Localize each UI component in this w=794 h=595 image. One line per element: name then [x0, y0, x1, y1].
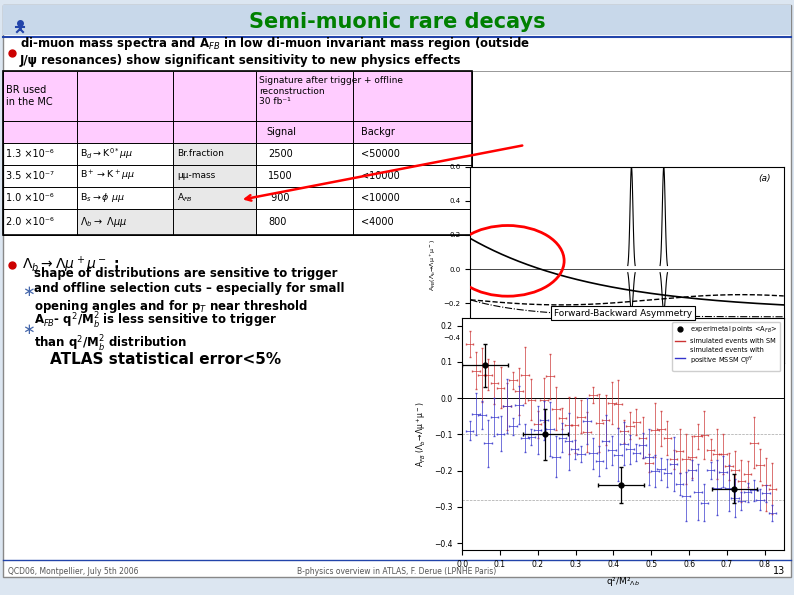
- Bar: [173, 143, 256, 209]
- X-axis label: q²/M²$_{Λb}$: q²/M²$_{Λb}$: [606, 575, 640, 588]
- Text: Semi-muonic rare decays: Semi-muonic rare decays: [249, 12, 545, 32]
- Text: Signature after trigger + offline
reconstruction
30 fb⁻¹: Signature after trigger + offline recons…: [259, 76, 403, 106]
- Text: 2500: 2500: [268, 149, 293, 159]
- Bar: [3, 5, 791, 35]
- Text: Backgr: Backgr: [361, 127, 395, 137]
- Text: di-muon mass spectra and A$_{FB}$ in low di-muon invariant mass region (outside
: di-muon mass spectra and A$_{FB}$ in low…: [20, 35, 530, 67]
- Text: $\Lambda_b\rightarrow\Lambda\mu^+\mu^-$ :: $\Lambda_b\rightarrow\Lambda\mu^+\mu^-$ …: [22, 255, 119, 275]
- Text: shape of distributions are sensitive to trigger
and offline selection cuts – esp: shape of distributions are sensitive to …: [34, 267, 345, 315]
- Text: 1.3 ×10⁻⁶: 1.3 ×10⁻⁶: [6, 149, 54, 159]
- Text: <10000: <10000: [361, 171, 399, 181]
- Text: 13: 13: [773, 566, 785, 576]
- Text: <50000: <50000: [361, 149, 400, 159]
- Text: B$_s$$\rightarrow$$\phi$ $\mu\mu$: B$_s$$\rightarrow$$\phi$ $\mu\mu$: [80, 192, 125, 205]
- Text: 3.5 ×10⁻⁷: 3.5 ×10⁻⁷: [6, 171, 54, 181]
- Text: 1.0 ×10⁻⁶: 1.0 ×10⁻⁶: [6, 193, 54, 203]
- Text: ATLAS statistical error<5%: ATLAS statistical error<5%: [50, 352, 281, 368]
- X-axis label: q²/M²$_{Λb}$: q²/M²$_{Λb}$: [612, 384, 642, 397]
- Text: ∗: ∗: [22, 284, 35, 299]
- Text: B$_d$$\rightarrow$K$^{0*}$$\mu\mu$: B$_d$$\rightarrow$K$^{0*}$$\mu\mu$: [80, 147, 133, 161]
- Text: A$_{FB}$- q$^2$/M$_b^2$ is less sensitive to trigger
than q$^2$/M$_b^2$ distribu: A$_{FB}$- q$^2$/M$_b^2$ is less sensitiv…: [34, 311, 277, 353]
- Bar: [77, 209, 256, 235]
- Title: Forward-Backward Asymmetry: Forward-Backward Asymmetry: [554, 309, 692, 318]
- Text: 2.0 ×10⁻⁶: 2.0 ×10⁻⁶: [6, 217, 54, 227]
- Text: 1500: 1500: [268, 171, 293, 181]
- Text: Br.fraction: Br.fraction: [177, 149, 224, 158]
- Text: μμ-mass: μμ-mass: [177, 171, 215, 180]
- Y-axis label: A$_{FB}$(Λ$_b$→Λμ$^+$μ$^-$): A$_{FB}$(Λ$_b$→Λμ$^+$μ$^-$): [428, 239, 437, 291]
- Text: q$^2$/M$^2_{Λb}$: q$^2$/M$^2_{Λb}$: [737, 230, 770, 247]
- Y-axis label: A$_{FB}$ (Λ$_b$→Λμ$^+$μ$^-$): A$_{FB}$ (Λ$_b$→Λμ$^+$μ$^-$): [414, 401, 428, 468]
- Text: 900: 900: [268, 193, 290, 203]
- Text: Signal: Signal: [266, 127, 296, 137]
- Text: $\Lambda_b$$\rightarrow$ $\Lambda\mu\mu$: $\Lambda_b$$\rightarrow$ $\Lambda\mu\mu$: [80, 215, 127, 229]
- Bar: [3, 71, 472, 235]
- Text: <10000: <10000: [361, 193, 399, 203]
- Text: ∗: ∗: [22, 322, 35, 337]
- Text: BR used
in the MC: BR used in the MC: [6, 85, 52, 107]
- Text: <4000: <4000: [361, 217, 394, 227]
- Legend: experimetal points <A$_{FB}$>, simulated events with SM, simulated events with
p: experimetal points <A$_{FB}$>, simulated…: [673, 322, 781, 371]
- Text: B$^+$$\rightarrow$K$^+$$\mu\mu$: B$^+$$\rightarrow$K$^+$$\mu\mu$: [80, 169, 135, 183]
- Text: 800: 800: [268, 217, 287, 227]
- Text: B-physics overview in ATLAS, F. Derue (LPNHE Paris): B-physics overview in ATLAS, F. Derue (L…: [298, 566, 496, 575]
- Text: A$_{FB}$: A$_{FB}$: [177, 192, 193, 204]
- Bar: [3, 121, 472, 143]
- Text: (a): (a): [758, 174, 771, 183]
- Text: QCD06, Montpellier, July 5th 2006: QCD06, Montpellier, July 5th 2006: [8, 566, 138, 575]
- Bar: [3, 71, 472, 121]
